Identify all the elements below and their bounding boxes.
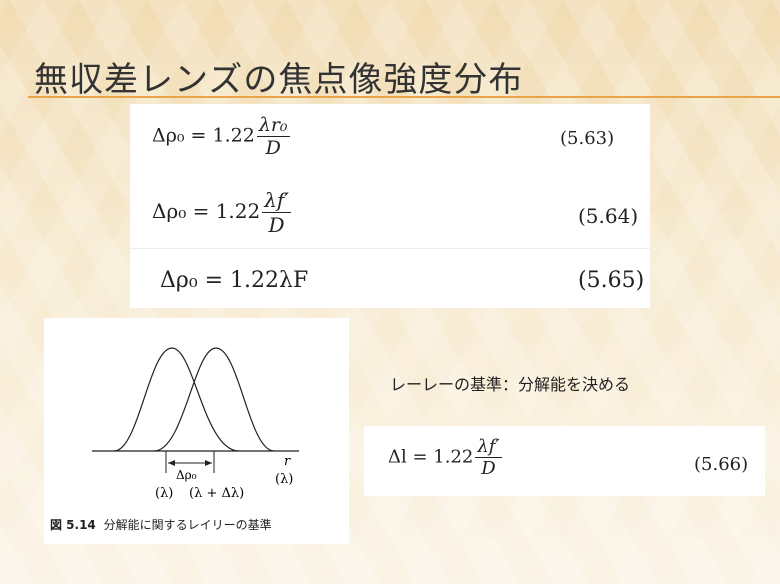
caption-number: 図 5.14 — [50, 518, 96, 532]
equation-number: (5.66) — [694, 454, 749, 475]
equation-panel: Δρ₀ = 1.22 λr₀ D (5.63) Δρ₀ = 1.22 λf′ D (5.… — [130, 104, 650, 308]
arrowhead-left — [168, 460, 175, 466]
equation-panel-2: Δl = 1.22 λf′ D (5.66) — [364, 426, 765, 496]
right-intensity-curve — [153, 347, 275, 452]
equation-fraction: λr₀ D — [256, 114, 290, 159]
equation-fraction: λf′ D — [262, 188, 291, 237]
equation-fraction: λf′ D — [475, 436, 502, 479]
lambda-right-label: (λ) — [275, 472, 294, 487]
equation-number: (5.64) — [578, 204, 639, 228]
equation-lhs: Δρ₀ = 1.22 — [152, 199, 261, 223]
equation-lhs: Δl = 1.22 — [388, 446, 474, 468]
left-intensity-curve — [113, 347, 240, 452]
figure-caption: 図 5.14 分解能に関するレイリーの基準 — [50, 516, 272, 533]
slide-title: 無収差レンズの焦点像強度分布 — [34, 60, 524, 100]
rayleigh-note: レーレーの基準：分解能を決める — [390, 375, 631, 394]
title-underline — [28, 96, 780, 98]
lambda-plus-label: (λ + Δλ) — [189, 486, 245, 501]
equation-divider — [130, 248, 650, 249]
caption-text: 分解能に関するレイリーの基準 — [103, 518, 272, 532]
axis-r-label: r — [284, 454, 291, 469]
intensity-curves — [92, 347, 299, 473]
equation-number: (5.65) — [578, 268, 645, 293]
lambda-label: (λ) — [155, 486, 174, 501]
equation-5-64: Δρ₀ = 1.22 λf′ D (5.64) — [130, 184, 650, 254]
equation-number: (5.63) — [560, 128, 615, 149]
equation-5-66: Δl = 1.22 λf′ D (5.66) — [364, 426, 780, 496]
arrowhead-right — [205, 460, 212, 466]
equation-5-65: Δρ₀ = 1.22λF (5.65) — [130, 256, 650, 306]
rayleigh-figure: r Δρ₀ (λ) (λ + Δλ) (λ) 図 5.14 分解能に関するレイリ… — [44, 318, 349, 544]
equation-lhs: Δρ₀ = 1.22λF — [160, 268, 309, 293]
equation-lhs: Δρ₀ = 1.22 — [152, 124, 255, 147]
equation-5-63: Δρ₀ = 1.22 λr₀ D (5.63) — [130, 104, 650, 164]
delta-rho-label: Δρ₀ — [176, 468, 197, 482]
